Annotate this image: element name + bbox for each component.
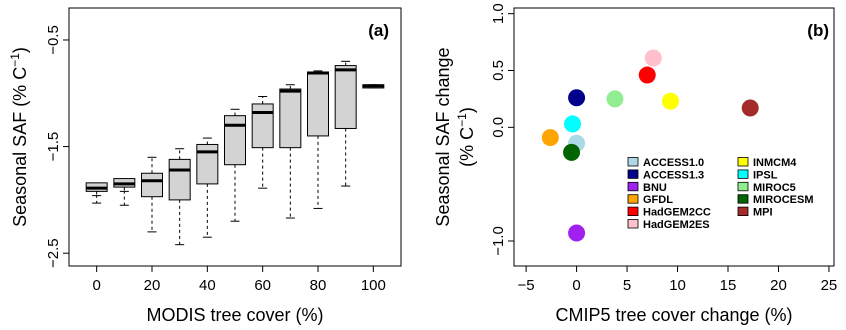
point-hadgem2cc [638, 66, 656, 84]
panel-b-points [541, 49, 759, 242]
panel-b-scatter: (b) ACCESS1.0ACCESS1.3BNUGFDLHadGEM2CCHa… [433, 3, 837, 325]
point-hadgem2es [644, 49, 662, 67]
a-x-tick-label-3: 60 [254, 277, 271, 294]
panel-b-y-ticks: 1.0 0.5 0.0 −1.0 [490, 3, 514, 256]
box-2 [141, 156, 163, 233]
a-x-tick-label-2: 40 [199, 277, 216, 294]
legend-swatch-ipsl [737, 169, 749, 179]
b-x-tick-label-6: 25 [821, 277, 838, 294]
box-8 [307, 70, 329, 209]
b-y-tick-label-2: 0.0 [490, 117, 507, 138]
box-5-body [224, 115, 246, 166]
panel-b-y-title-close: ) [457, 107, 477, 113]
panel-b-frame [513, 7, 835, 267]
panel-a-boxes [85, 60, 385, 246]
box-7 [279, 84, 302, 219]
b-x-tick-label-5: 20 [770, 277, 787, 294]
point-bnu [568, 224, 586, 242]
legend-swatch-hadgem2cc [627, 206, 639, 217]
panel-b-x-ticks: −5 0 5 10 15 20 25 [518, 266, 838, 294]
box-2-body [141, 172, 163, 198]
b-y-tick-label-1: 0.5 [490, 60, 507, 81]
legend-label-inmcm4: INMCM4 [753, 157, 797, 169]
legend-swatch-bnu [627, 181, 639, 192]
panel-b-y-title-text: (% C [457, 127, 477, 167]
panel-a-y-title-close: ) [10, 47, 30, 53]
legend-swatch-hadgem2es [627, 219, 639, 229]
box-9 [334, 60, 357, 187]
panel-a-x-axis-title: MODIS tree cover (%) [146, 305, 323, 325]
panel-b-legend: ACCESS1.0ACCESS1.3BNUGFDLHadGEM2CCHadGEM… [627, 157, 814, 231]
b-x-tick-label-1: 0 [572, 277, 580, 294]
legend-swatch-mirocesm [737, 194, 749, 204]
box-1 [113, 178, 136, 206]
legend-label-access1-0: ACCESS1.0 [643, 157, 704, 169]
b-y-tick-label-3: −1.0 [490, 226, 507, 256]
b-x-tick-label-3: 10 [669, 277, 686, 294]
panel-b-label: (b) [807, 21, 829, 40]
point-gfdl [541, 129, 559, 147]
legend-label-access1-3: ACCESS1.3 [643, 169, 704, 181]
panel-b-y-axis-title-line1: Seasonal SAF change [433, 47, 453, 226]
legend-label-hadgem2cc: HadGEM2CC [643, 207, 711, 219]
a-x-tick-label-4: 80 [310, 277, 327, 294]
a-x-tick-label-0: 0 [92, 277, 100, 294]
point-miroc5 [606, 90, 624, 108]
legend-label-miroc5: MIROC5 [753, 182, 796, 194]
box-4 [196, 137, 219, 238]
panel-a-boxplot: (a) 0 20 40 60 80 100 −2.5 −1.5 −0.5 MODIS tree… [8, 7, 402, 325]
b-x-tick-label-0: −5 [518, 277, 535, 294]
a-y-tick-label-1: −1.5 [45, 132, 62, 162]
legend-swatch-miroc5 [737, 181, 749, 192]
legend-label-hadgem2es: HadGEM2ES [643, 219, 710, 231]
panel-a-y-axis-title: Seasonal SAF (% C−1) [8, 47, 30, 227]
panel-a-x-ticks: 0 20 40 60 80 100 [92, 266, 386, 294]
legend-swatch-access1-3 [627, 169, 639, 179]
a-y-tick-label-2: −0.5 [45, 25, 62, 55]
box-0 [85, 182, 108, 204]
point-ipsl [564, 115, 582, 133]
legend-label-bnu: BNU [643, 182, 667, 194]
legend-label-gfdl: GFDL [643, 194, 673, 206]
legend-swatch-access1-0 [627, 157, 639, 167]
legend-swatch-gfdl [627, 194, 639, 204]
panel-b-y-axis-title-line2: (% C−1) [455, 107, 477, 167]
box-10 [362, 84, 385, 89]
legend-label-mirocesm: MIROCESM [753, 194, 814, 206]
box-8-body [307, 71, 329, 137]
box-7-body [279, 88, 302, 149]
box-3-body [168, 158, 191, 201]
point-inmcm4 [661, 92, 679, 110]
point-mpi [741, 99, 759, 117]
box-6 [251, 95, 274, 189]
point-mirocesm [563, 143, 581, 161]
panel-a-y-title-text: Seasonal SAF (% C [10, 67, 30, 227]
panel-b-y-title-sup: −1 [455, 113, 469, 127]
box-6-body [251, 103, 274, 149]
panel-a-label: (a) [368, 21, 389, 40]
panel-b-x-axis-title: CMIP5 tree cover change (%) [555, 305, 792, 325]
box-5 [224, 108, 246, 222]
legend-label-mpi: MPI [753, 207, 773, 219]
box-9-body [334, 65, 357, 129]
legend-label-ipsl: IPSL [753, 169, 778, 181]
b-x-tick-label-2: 5 [623, 277, 631, 294]
a-y-tick-label-0: −2.5 [45, 238, 62, 268]
legend-swatch-inmcm4 [737, 157, 749, 167]
a-x-tick-label-5: 100 [361, 277, 386, 294]
legend-swatch-mpi [737, 206, 749, 217]
box-3 [168, 148, 191, 246]
panel-a-y-title-sup: −1 [8, 53, 22, 67]
a-x-tick-label-1: 20 [144, 277, 161, 294]
b-y-tick-label-0: 1.0 [490, 3, 507, 24]
panel-a-y-ticks: −2.5 −1.5 −0.5 [45, 25, 69, 268]
b-x-tick-label-4: 15 [720, 277, 737, 294]
box-4-body [196, 143, 219, 185]
point-access1-3 [568, 89, 586, 107]
panel-a-frame [68, 7, 402, 267]
